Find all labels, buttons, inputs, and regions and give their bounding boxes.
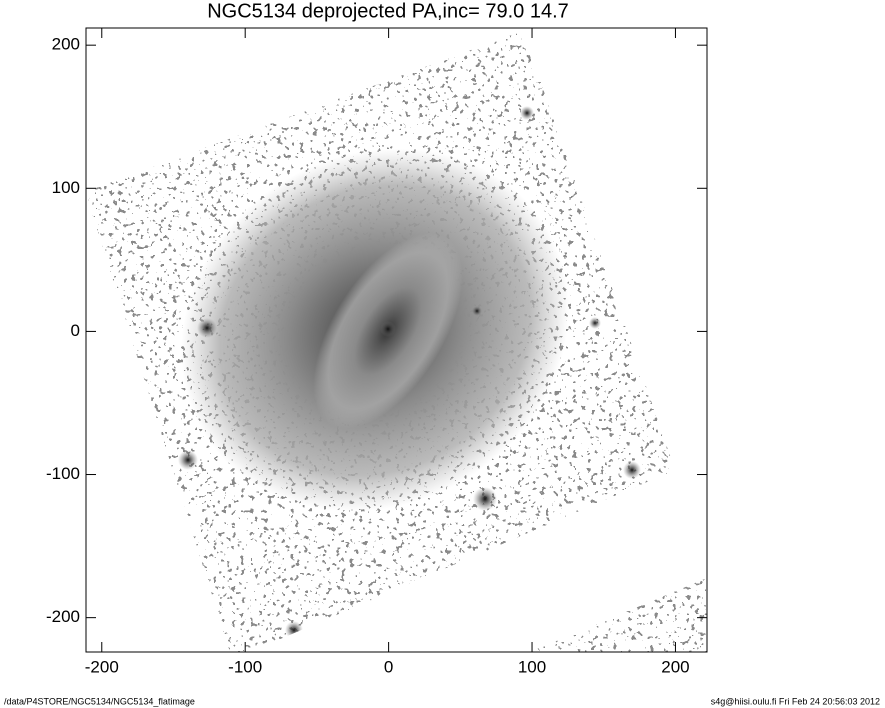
y-tick-label: 100 [52, 178, 80, 197]
chart-title: NGC5134 deprojected PA,inc= 79.0 14.7 [207, 0, 569, 22]
footer-right: s4g@hiisi.oulu.fi Fri Feb 24 20:56:03 20… [711, 696, 880, 706]
footer-left: /data/P4STORE/NGC5134/NGC5134_flatimage [4, 696, 195, 706]
y-tick-label: -200 [46, 607, 80, 626]
y-tick-label: 0 [71, 321, 80, 340]
x-tick-label: -100 [228, 657, 262, 676]
x-tick-label: -200 [85, 657, 119, 676]
plot-frame [85, 27, 708, 653]
x-tick-label: 0 [384, 657, 393, 676]
x-tick-label: 100 [518, 657, 546, 676]
x-tick-label: 200 [661, 657, 689, 676]
y-tick-label: 200 [52, 35, 80, 54]
y-tick-label: -100 [46, 464, 80, 483]
galaxy-image [88, 32, 707, 652]
